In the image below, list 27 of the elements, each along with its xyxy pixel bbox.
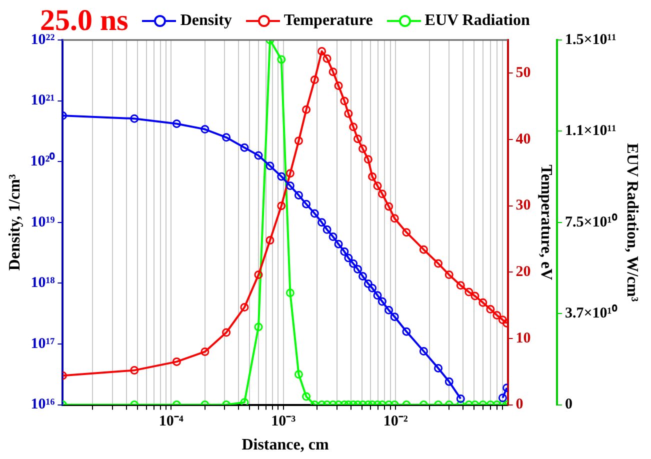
y-tick-label: 10²⁰: [30, 151, 56, 170]
y3-axis-title: EUV Radiation, W/cm³: [623, 143, 640, 302]
legend-label: Temperature: [284, 12, 373, 30]
y2-tick-label: 0: [516, 396, 524, 413]
y2-axis-title: Temperature, eV: [537, 164, 554, 281]
x-tick-label: 10⁻²: [383, 414, 408, 430]
x-tick-label: 10⁻⁴: [158, 414, 184, 430]
y2-tick-label: 50: [516, 65, 531, 82]
y3-tick-label: 0: [565, 396, 573, 413]
y-tick-label: 10¹⁹: [30, 214, 56, 230]
legend-label: Density: [180, 12, 232, 30]
y3-tick-label: 1.5×10¹¹: [565, 32, 616, 48]
y2-tick-label: 10: [516, 330, 531, 346]
y-tick-label: 10¹⁷: [30, 336, 56, 352]
x-tick-label: 10⁻³: [271, 414, 296, 430]
y-axis-title: Density, 1/cm³: [6, 174, 24, 271]
y2-tick-label: 20: [516, 264, 531, 280]
y-tick-label: 10²¹: [30, 92, 55, 109]
y-tick-label: 10¹⁶: [30, 396, 56, 413]
y3-tick-label: 7.5×10¹⁰: [565, 212, 618, 230]
legend-label: EUV Radiation: [424, 12, 530, 30]
y3-tick-label: 1.1×10¹¹: [565, 123, 616, 140]
y-tick-label: 10¹⁸: [30, 275, 56, 292]
x-axis-title: Distance, cm: [242, 436, 330, 454]
y2-tick-label: 40: [516, 131, 531, 148]
y3-tick-label: 3.7×10¹⁰: [565, 303, 618, 322]
y2-tick-label: 30: [516, 198, 531, 214]
